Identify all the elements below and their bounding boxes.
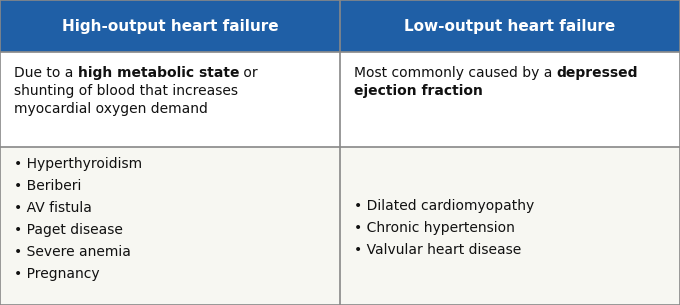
Text: myocardial oxygen demand: myocardial oxygen demand [14,102,208,116]
Text: shunting of blood that increases: shunting of blood that increases [14,84,238,98]
Text: • Valvular heart disease: • Valvular heart disease [354,243,522,257]
Text: ejection fraction: ejection fraction [354,84,483,98]
Text: • Dilated cardiomyopathy: • Dilated cardiomyopathy [354,199,534,213]
Text: Low-output heart failure: Low-output heart failure [405,19,615,34]
Bar [0,0,680,52]
Text: • Hyperthyroidism: • Hyperthyroidism [14,157,142,171]
Text: depressed: depressed [557,66,639,80]
Text: • Beriberi: • Beriberi [14,179,82,193]
Text: Most commonly caused by a: Most commonly caused by a [354,66,557,80]
Bar [0,147,680,305]
Text: • Chronic hypertension: • Chronic hypertension [354,221,515,235]
Text: • AV fistula: • AV fistula [14,201,92,215]
Text: • Severe anemia: • Severe anemia [14,245,131,259]
Text: high metabolic state: high metabolic state [78,66,239,80]
Text: or: or [239,66,258,80]
Text: • Pregnancy: • Pregnancy [14,267,100,281]
Text: Due to a: Due to a [14,66,78,80]
Bar [0,52,680,147]
Text: High-output heart failure: High-output heart failure [62,19,278,34]
Text: • Paget disease: • Paget disease [14,223,123,237]
